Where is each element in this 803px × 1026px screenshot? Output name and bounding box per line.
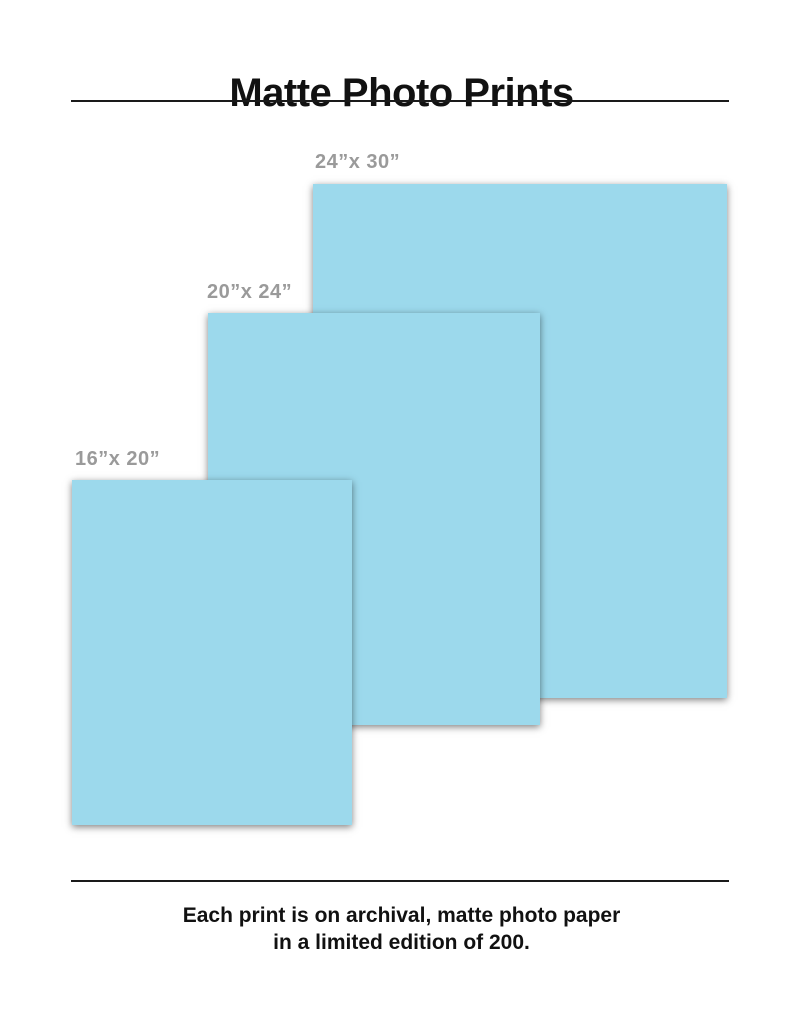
caption-line-2: in a limited edition of 200. [273, 931, 530, 955]
print-rectangle-16x20 [72, 480, 352, 825]
caption: Each print is on archival, matte photo p… [0, 902, 803, 957]
print-size-label: 20”x 24” [207, 281, 293, 303]
bottom-divider [71, 880, 729, 882]
print-size-label: 24”x 30” [315, 151, 401, 173]
print-size-label: 16”x 20” [75, 448, 161, 470]
caption-line-1: Each print is on archival, matte photo p… [182, 904, 621, 927]
page-title: Matte Photo Prints [229, 70, 574, 115]
top-divider [71, 100, 729, 102]
